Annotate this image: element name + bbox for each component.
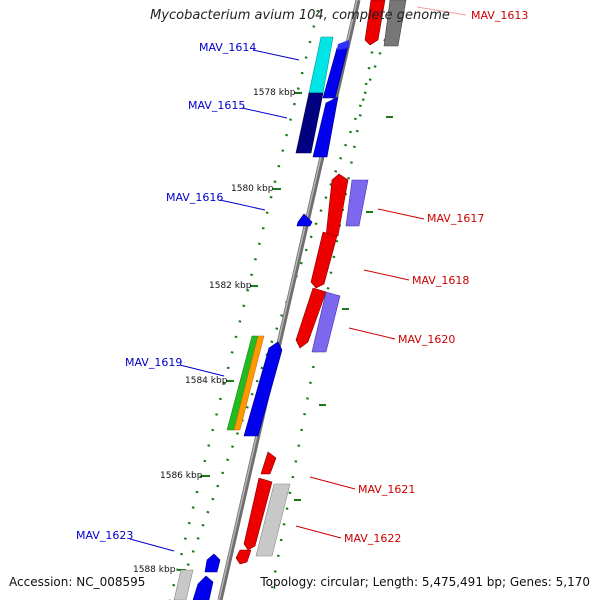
leader-mav1614: [252, 49, 300, 61]
gene-mav1621-small[interactable]: [260, 451, 277, 475]
leader-mav1618: [363, 269, 410, 281]
reverse-genes: [235, 0, 407, 565]
gene-label-mav1623[interactable]: MAV_1623: [76, 529, 133, 542]
gene-mav1613-grey[interactable]: [383, 0, 407, 47]
forward-gene-labels: MAV_1614 MAV_1615 MAV_1616 MAV_1619 MAV_…: [76, 41, 256, 542]
gene-label-mav1621[interactable]: MAV_1621: [358, 483, 415, 496]
spacer: [37, 0, 262, 600]
forward-genes: [173, 36, 350, 601]
gene-label-mav1615[interactable]: MAV_1615: [188, 99, 245, 112]
reverse-gene-labels: MAV_1613 MAV_1617 MAV_1618 MAV_1620 MAV_…: [344, 9, 528, 545]
leader-mav1619: [179, 364, 225, 377]
kbp-label: 1580 kbp: [231, 184, 274, 194]
leader-mav1620: [348, 327, 396, 340]
gene-mav1615-arrow[interactable]: [312, 96, 339, 158]
gene-mav1616[interactable]: [296, 213, 313, 227]
gene-mav1622[interactable]: [235, 549, 252, 565]
gene-label-mav1616[interactable]: MAV_1616: [166, 191, 223, 204]
gene-mav1623-grey[interactable]: [173, 569, 194, 601]
leader-mav1623: [129, 538, 175, 552]
map-title: Mycobacterium avium 104, complete genome: [150, 8, 450, 23]
gene-label-mav1614[interactable]: MAV_1614: [199, 41, 256, 54]
gene-mav1623-a[interactable]: [204, 553, 221, 573]
gene-mav1615-block[interactable]: [295, 92, 324, 154]
leader-mav1622: [295, 525, 342, 539]
kbp-label: 1584 kbp: [185, 376, 228, 386]
gene-mav1617-purple[interactable]: [345, 179, 369, 227]
gene-mav1620-red[interactable]: [295, 287, 327, 349]
gene-mav1619-blue[interactable]: [243, 341, 283, 437]
gene-label-mav1619[interactable]: MAV_1619: [125, 356, 182, 369]
gene-mav1620-purple[interactable]: [311, 291, 341, 353]
gene-mav1618[interactable]: [310, 231, 338, 289]
accession-label: Accession: NC_008595: [9, 575, 146, 589]
gene-mav1621-grey[interactable]: [255, 483, 291, 557]
leader-mav1615: [241, 107, 288, 119]
gene-mav1617-red[interactable]: [325, 173, 349, 237]
kbp-labels: 1578 kbp 1580 kbp 1582 kbp 1584 kbp 1586…: [133, 88, 296, 575]
gene-mav1613-red[interactable]: [364, 0, 386, 46]
gene-label-mav1620[interactable]: MAV_1620: [398, 333, 455, 346]
topology-label: Topology: circular; Length: 5,475,491 bp…: [260, 575, 590, 589]
leader-mav1616: [219, 199, 266, 211]
gene-label-mav1618[interactable]: MAV_1618: [412, 274, 469, 287]
gene-mav1621-red[interactable]: [243, 477, 273, 551]
forward-leaders: [129, 49, 300, 552]
gene-mav1623-b[interactable]: [192, 575, 214, 601]
kbp-label: 1578 kbp: [253, 88, 296, 98]
gene-label-mav1617[interactable]: MAV_1617: [427, 212, 484, 225]
leader-mav1613: [416, 6, 467, 16]
leader-mav1617: [377, 208, 425, 220]
left-tick-guide: [168, 9, 320, 601]
gene-label-mav1613[interactable]: MAV_1613: [471, 9, 528, 22]
reverse-leaders: [295, 6, 467, 539]
gene-mav1619-orange[interactable]: [233, 335, 265, 431]
kbp-label: 1588 kbp: [133, 565, 176, 575]
kbp-label: 1582 kbp: [209, 281, 252, 291]
gene-label-mav1622[interactable]: MAV_1622: [344, 532, 401, 545]
leader-mav1621: [309, 476, 356, 490]
tick-guides: [37, 0, 402, 601]
gene-mav1614-arrowhead: [337, 40, 349, 50]
kbp-label: 1586 kbp: [160, 471, 203, 481]
